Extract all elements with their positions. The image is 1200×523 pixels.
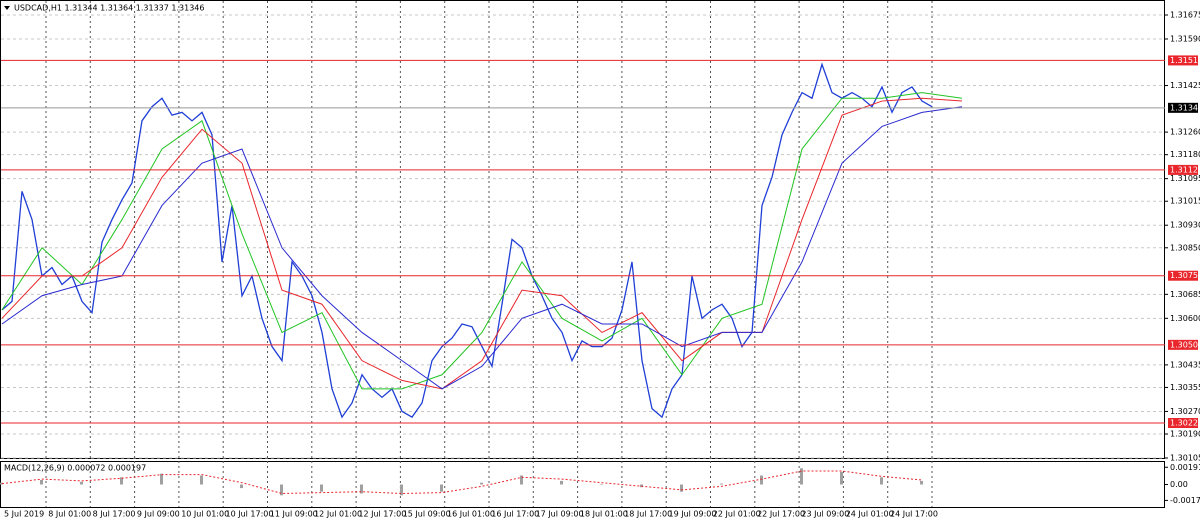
x-tick-label: 23 Jul 09:00	[801, 510, 849, 519]
h-line-label: 1.30506	[1170, 340, 1200, 349]
h-line-label: 1.31126	[1170, 165, 1200, 174]
histogram-bar	[80, 481, 83, 485]
x-tick-label: 10 Jul 17:00	[226, 510, 274, 519]
moving-average	[1, 92, 963, 390]
h-line-tag	[1168, 418, 1198, 429]
histogram-bar	[840, 471, 843, 485]
x-tick-label: 16 Jul 01:00	[447, 510, 495, 519]
y-tick-label: 1.30435	[1170, 360, 1200, 369]
y-tick-label: 1.31095	[1170, 174, 1200, 183]
main-panel	[0, 0, 1165, 459]
histogram-bar	[480, 482, 483, 485]
y-tick-label: 0.00	[1170, 480, 1188, 489]
x-tick-label: 12 Jul 01:00	[314, 510, 362, 519]
current-price-tag	[1168, 102, 1198, 113]
histogram-bar	[800, 468, 803, 485]
x-tick-label: 24 Jul 17:00	[890, 510, 938, 519]
y-tick-label: 0.001916	[1170, 463, 1200, 472]
y-tick-label: 1.31590	[1170, 34, 1200, 43]
x-tick-label: 16 Jul 17:00	[491, 510, 539, 519]
y-tick-label: -0.001768	[1170, 496, 1200, 505]
menu-icon	[4, 6, 10, 10]
x-tick-label: 18 Jul 17:00	[624, 510, 672, 519]
x-tick-label: 12 Jul 17:00	[358, 510, 406, 519]
y-tick-label: 1.31015	[1170, 197, 1200, 206]
histogram-bar	[160, 473, 163, 485]
y-tick-label: 1.30850	[1170, 243, 1200, 252]
histogram-bar	[400, 484, 403, 496]
y-tick-label: 1.31260	[1170, 128, 1200, 137]
y-tick-label: 1.30105	[1170, 454, 1200, 463]
y-tick-label: 1.30190	[1170, 430, 1200, 439]
x-tick-label: 9 Jul 09:00	[137, 510, 180, 519]
moving-average	[1, 106, 963, 390]
x-tick-label: 8 Jul 01:00	[48, 510, 91, 519]
y-tick-label: 1.30270	[1170, 407, 1200, 416]
histogram-bar	[760, 475, 763, 485]
histogram-bar	[920, 480, 923, 485]
moving-average	[1, 97, 963, 390]
x-tick-label: 22 Jul 17:00	[757, 510, 805, 519]
h-line-tag	[1168, 270, 1198, 281]
histogram-bar	[680, 484, 683, 492]
y-tick-label: 1.31180	[1170, 150, 1200, 159]
chart-title: USDCAD,H1 1.31344 1.31364 1.31337 1.3134…	[14, 4, 204, 13]
current-price-label: 1.31346	[1170, 103, 1200, 112]
histogram-bar	[0, 482, 3, 485]
y-tick-label: 1.30600	[1170, 314, 1200, 323]
histogram-bar	[440, 484, 443, 492]
x-tick-label: 10 Jul 01:00	[181, 510, 229, 519]
histogram-bar	[120, 477, 123, 485]
h-line-tag	[1168, 339, 1198, 350]
histogram-bar	[720, 483, 723, 485]
price-line	[1, 62, 933, 419]
h-line-tag	[1168, 55, 1198, 66]
x-tick-label: 15 Jul 09:00	[403, 510, 451, 519]
histogram-bar	[320, 484, 323, 492]
histogram-bar	[240, 484, 243, 489]
x-tick-label: 8 Jul 17:00	[93, 510, 136, 519]
x-tick-label: 11 Jul 09:00	[270, 510, 318, 519]
x-tick-label: 17 Jul 09:00	[536, 510, 584, 519]
h-line-tag	[1168, 164, 1198, 175]
x-tick-label: 19 Jul 09:00	[669, 510, 717, 519]
histogram-bar	[600, 484, 603, 485]
h-line-label: 1.30229	[1170, 419, 1200, 428]
histogram-bar	[280, 484, 283, 496]
histogram-bar	[200, 475, 203, 485]
histogram-bar	[560, 480, 563, 485]
histogram-bar	[880, 477, 883, 485]
h-line-label: 1.31514	[1170, 56, 1200, 65]
histogram-bar	[520, 475, 523, 485]
x-tick-label: 5 Jul 2019	[4, 510, 44, 519]
x-tick-label: 18 Jul 01:00	[580, 510, 628, 519]
y-tick-label: 1.31425	[1170, 81, 1200, 90]
macd-title: MACD(12,26,9) 0.000072 0.000197	[4, 464, 146, 473]
x-tick-label: 24 Jul 01:00	[846, 510, 894, 519]
y-tick-label: 1.30685	[1170, 290, 1200, 299]
histogram-bar	[40, 480, 43, 485]
signal-line	[1, 470, 923, 495]
y-tick-label: 1.31675	[1170, 11, 1200, 20]
y-tick-label: 1.30355	[1170, 383, 1200, 392]
x-tick-label: 22 Jul 01:00	[713, 510, 761, 519]
histogram-bar	[360, 484, 363, 494]
y-tick-label: 1.30930	[1170, 221, 1200, 230]
h-line-label: 1.30751	[1170, 271, 1200, 280]
